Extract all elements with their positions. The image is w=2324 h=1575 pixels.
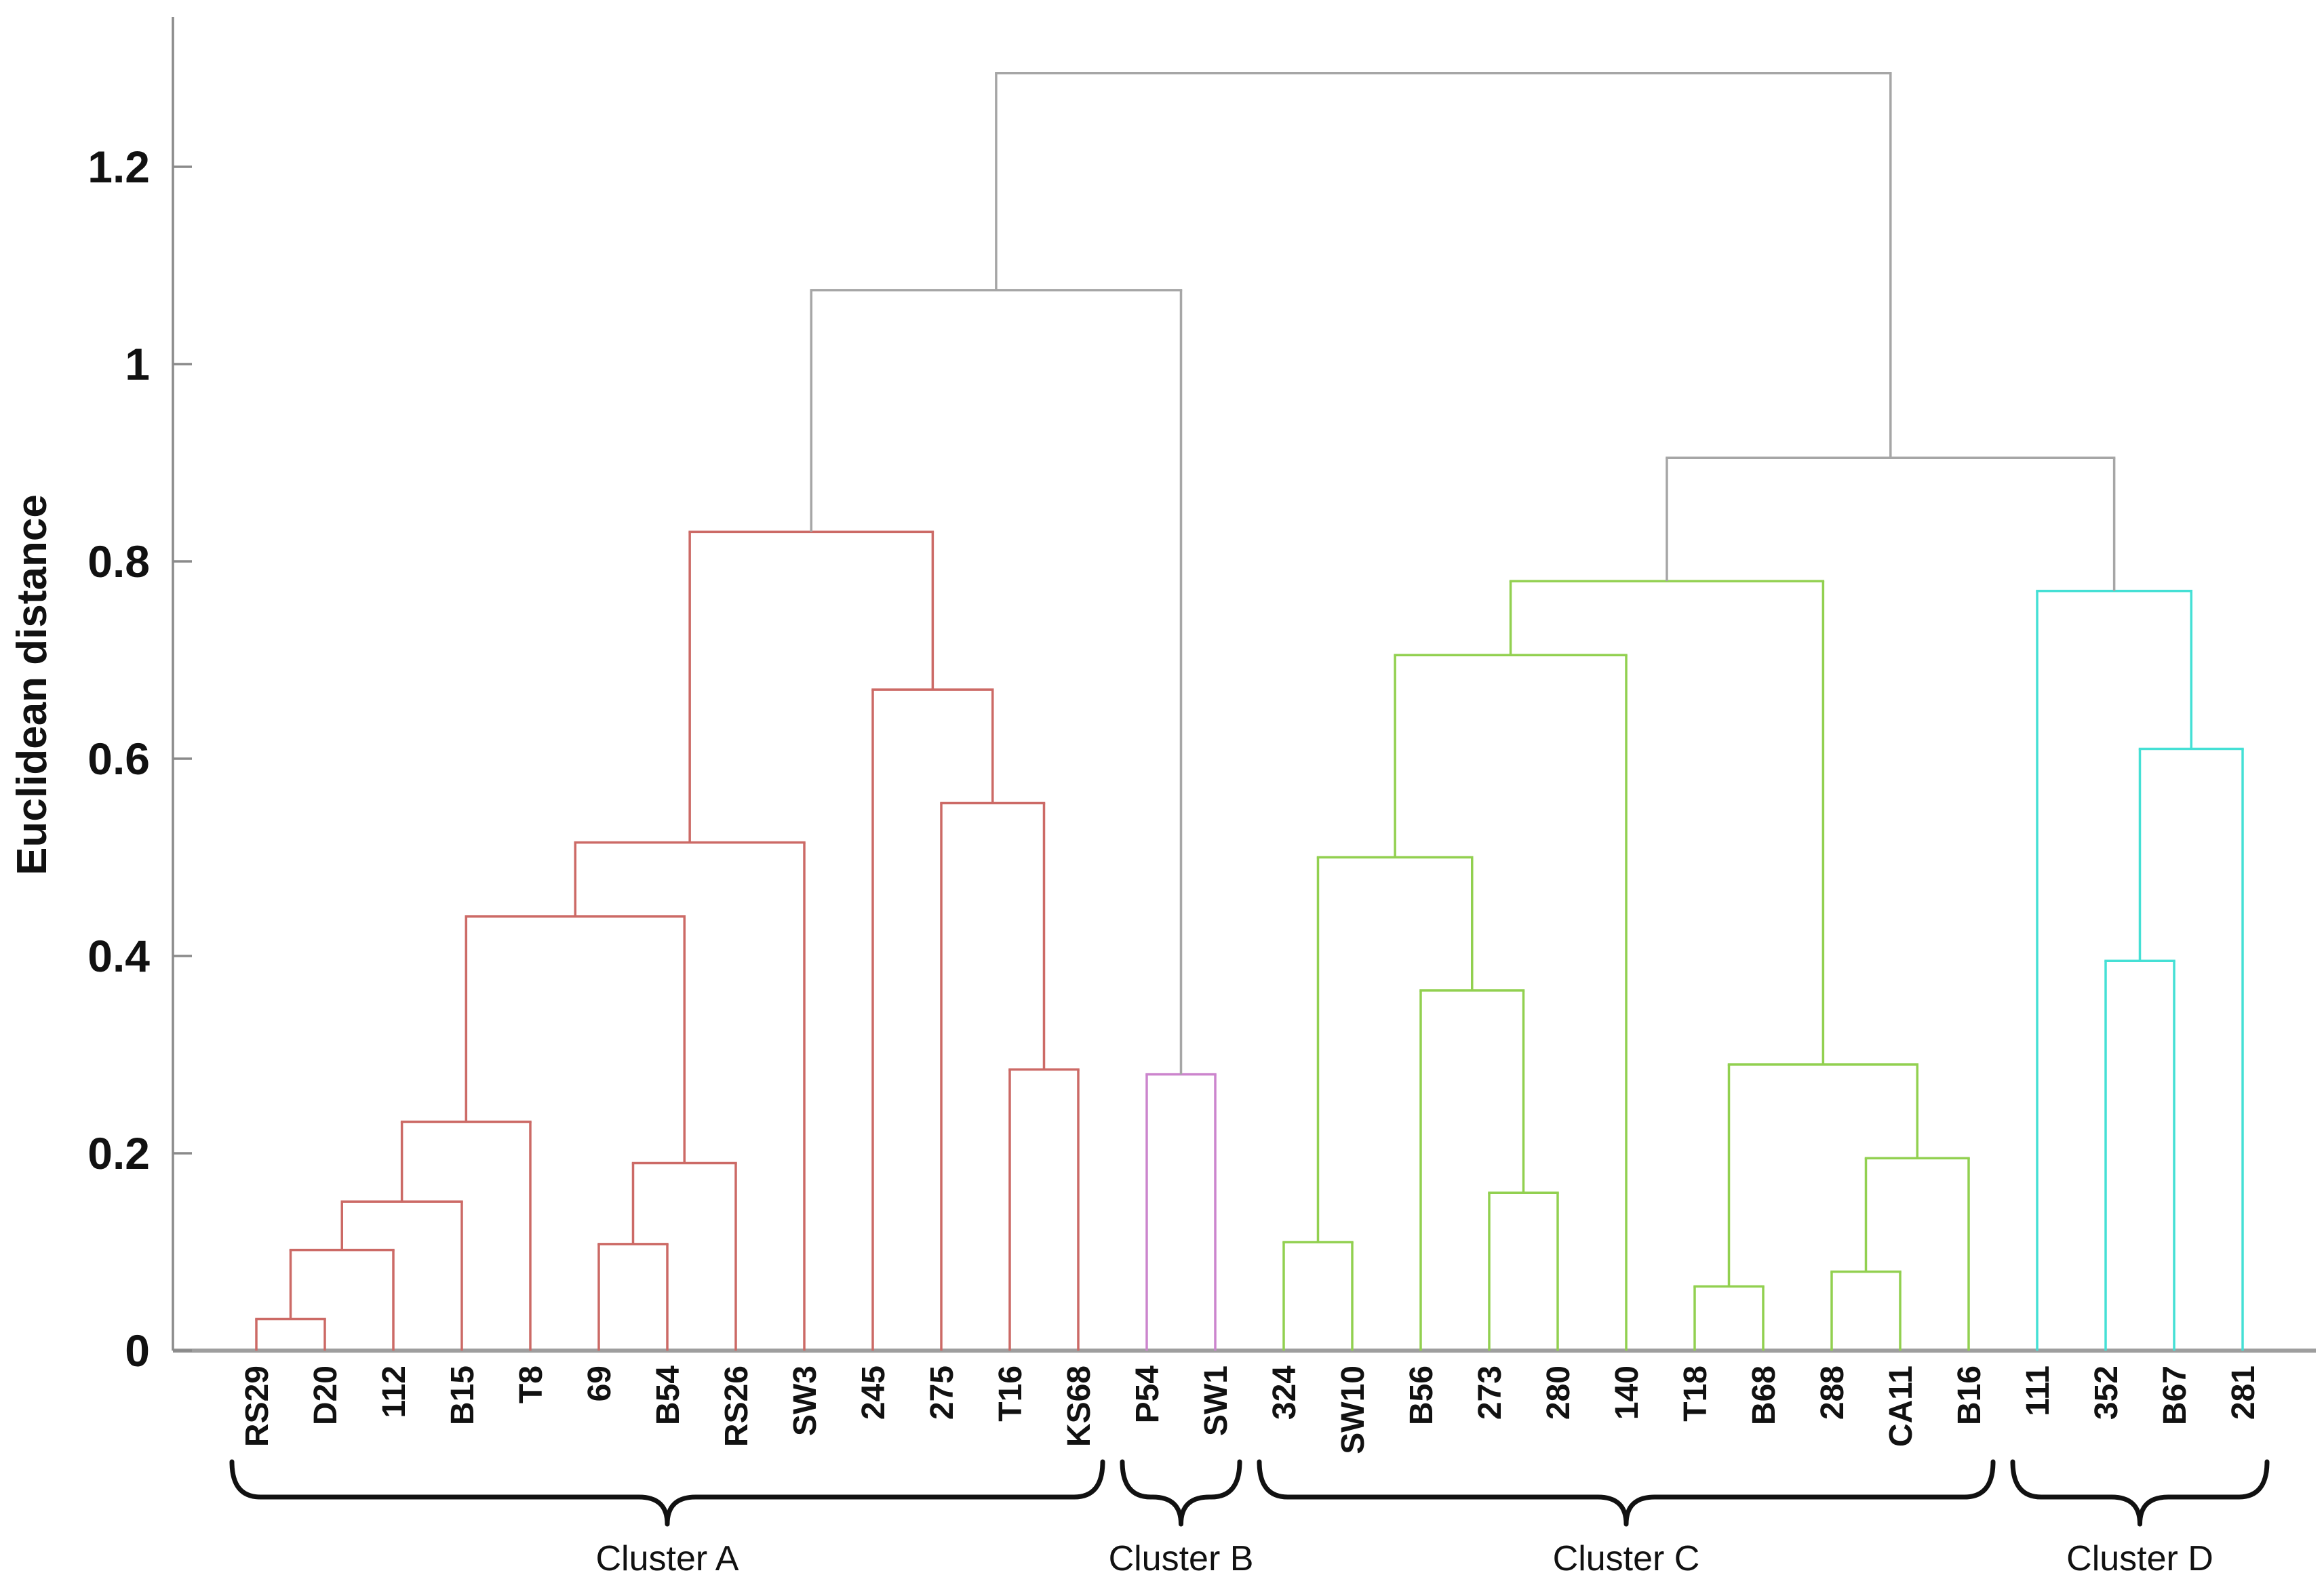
leaf-label: RS26: [719, 1365, 755, 1447]
leaf-label: B16: [1952, 1365, 1988, 1425]
leaf-label: SW3: [787, 1365, 823, 1436]
dendrogram-merge-M13: [1282, 1241, 1354, 1351]
cluster-name-label: Cluster D: [2066, 1539, 2213, 1575]
dendrogram-merge-M14: [1488, 1191, 1559, 1351]
dendrogram-merge-M23: [2104, 959, 2175, 1351]
leaf-label: 273: [1472, 1365, 1508, 1420]
leaf-label: 275: [924, 1365, 960, 1420]
y-tick-label: 0.6: [87, 734, 150, 784]
dendrogram-merge-M0: [255, 1317, 326, 1351]
dendrogram-merge-M19: [1830, 1270, 1902, 1351]
dendrogram-merge-M22: [1509, 580, 1825, 1065]
leaf-label: B68: [1746, 1365, 1782, 1425]
leaf-label: CA11: [1883, 1365, 1919, 1447]
leaf-label: 352: [2089, 1365, 2125, 1420]
dendrogram-merge-M2: [340, 1200, 463, 1351]
leaf-label: T16: [993, 1365, 1029, 1422]
dendrogram-merge-M25: [2036, 589, 2192, 1351]
leaf-label: 245: [856, 1365, 892, 1420]
leaf-label: D20: [308, 1365, 344, 1425]
dendrogram-merge-M1: [289, 1248, 395, 1351]
leaf-label: RS29: [239, 1365, 275, 1447]
y-axis-title: Euclidean distance: [9, 494, 56, 875]
cluster-brace: [2010, 1459, 2270, 1527]
dendrogram-merge-M27: [1666, 456, 2116, 591]
cluster-brace: [1257, 1459, 1996, 1527]
dendrogram-merge-M15: [1419, 989, 1525, 1351]
dendrogram-links: [255, 72, 2244, 1351]
dendrogram-merge-M8: [1008, 1068, 1080, 1351]
leaf-label: 281: [2226, 1365, 2262, 1420]
y-tick-label: 1.2: [87, 142, 150, 192]
leaf-label: 324: [1267, 1365, 1303, 1420]
dendrogram-merge-M11: [688, 530, 934, 843]
leaf-label: 112: [376, 1365, 412, 1418]
dendrogram-merge-M5: [631, 1161, 737, 1351]
dendrogram-merge-M16: [1316, 856, 1474, 1242]
leaf-label: P54: [1130, 1365, 1166, 1424]
leaf-label: SW1: [1198, 1365, 1234, 1436]
dendrogram-merge-M4: [597, 1243, 669, 1351]
leaf-label: B67: [2157, 1365, 2193, 1425]
cluster-brace: [1120, 1459, 1242, 1527]
leaf-label: 140: [1609, 1365, 1645, 1420]
leaf-label: T18: [1678, 1365, 1714, 1422]
dendrogram-merge-M10: [871, 688, 994, 1351]
dendrogram-merge-M24: [2138, 747, 2244, 1351]
cluster-brace: [229, 1459, 1105, 1527]
leaf-label: 280: [1541, 1365, 1577, 1420]
leaf-label: KS68: [1061, 1365, 1097, 1447]
dendrogram-merge-M3: [400, 1120, 532, 1351]
dendrogram-merge-M18: [1693, 1285, 1765, 1351]
dendrogram-merge-M17: [1394, 654, 1628, 1351]
leaf-label: B56: [1404, 1365, 1440, 1425]
dendrogram-merge-M9: [940, 801, 1046, 1351]
dendrogram-merge-M21: [1727, 1063, 1918, 1287]
y-tick-label: 0.2: [87, 1128, 150, 1178]
y-tick-label: 1: [125, 339, 150, 389]
dendrogram-merge-M20: [1864, 1157, 1970, 1351]
leaf-label: T8: [513, 1365, 549, 1403]
leaf-label: 69: [582, 1365, 618, 1401]
leaf-label: B54: [650, 1365, 686, 1425]
dendrogram-merge-M12: [1145, 1073, 1217, 1351]
leaf-label: SW10: [1335, 1365, 1371, 1454]
cluster-name-label: Cluster B: [1109, 1539, 1254, 1575]
dendrogram-merge-M7: [574, 841, 806, 1351]
dendrogram-merge-M6: [465, 915, 686, 1163]
leaf-label: B15: [445, 1365, 481, 1425]
cluster-name-label: Cluster C: [1553, 1539, 1700, 1575]
y-tick-label: 0: [125, 1325, 150, 1376]
y-tick-label: 0.4: [87, 931, 150, 981]
dendrogram-merge-M26: [810, 289, 1183, 1075]
leaf-label: 111: [2020, 1365, 2056, 1416]
dendrogram-merge-M28: [995, 72, 1892, 458]
y-tick-label: 0.8: [87, 536, 150, 586]
leaf-label: 288: [1815, 1365, 1851, 1420]
cluster-name-label: Cluster A: [596, 1539, 739, 1575]
